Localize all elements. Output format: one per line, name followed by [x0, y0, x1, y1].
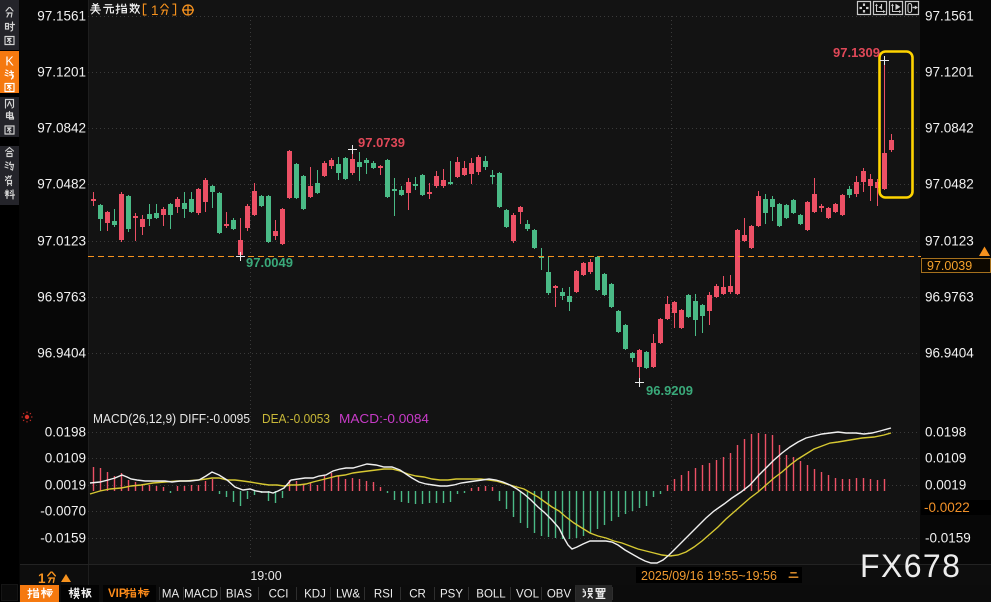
svg-text:1: 1 [38, 571, 46, 586]
svg-text:97.1201: 97.1201 [925, 65, 974, 80]
svg-text:VIP: VIP [108, 588, 127, 600]
svg-text:97.0482: 97.0482 [37, 177, 86, 192]
svg-text:97.0842: 97.0842 [37, 121, 86, 136]
svg-text:FX678: FX678 [860, 548, 961, 584]
svg-text:2025/09/16 19:55~19:56: 2025/09/16 19:55~19:56 [641, 569, 777, 583]
svg-text:CCI: CCI [269, 589, 289, 601]
svg-text:-0.0159: -0.0159 [40, 531, 86, 546]
svg-text:97.0039: 97.0039 [927, 259, 972, 273]
svg-text:0.0109: 0.0109 [45, 451, 86, 466]
svg-text:96.9404: 96.9404 [925, 346, 974, 361]
svg-text:96.9404: 96.9404 [37, 346, 86, 361]
svg-text:LW&: LW& [336, 589, 360, 601]
svg-text:BOLL: BOLL [476, 589, 506, 601]
svg-text:0.0198: 0.0198 [45, 425, 86, 440]
svg-text:97.0049: 97.0049 [246, 255, 293, 270]
svg-text:KDJ: KDJ [304, 589, 326, 601]
svg-text:BIAS: BIAS [226, 589, 253, 601]
svg-text:96.9763: 96.9763 [925, 290, 974, 305]
svg-text:0.0019: 0.0019 [925, 478, 966, 493]
svg-text:97.0482: 97.0482 [925, 177, 974, 192]
svg-text:DEA:-0.0053: DEA:-0.0053 [262, 411, 330, 426]
svg-text:97.1561: 97.1561 [925, 9, 974, 24]
svg-text:VOL: VOL [516, 589, 540, 601]
svg-text:MACD: MACD [184, 589, 218, 601]
svg-text:-0.0159: -0.0159 [925, 531, 971, 546]
svg-text:0.0198: 0.0198 [925, 425, 966, 440]
svg-text:MACD(26,12,9) DIFF:-0.0095: MACD(26,12,9) DIFF:-0.0095 [93, 411, 250, 426]
svg-text:96.9763: 96.9763 [37, 290, 86, 305]
svg-text:97.1201: 97.1201 [37, 65, 86, 80]
svg-text:CR: CR [409, 589, 426, 601]
svg-text:19:00: 19:00 [250, 569, 281, 583]
svg-text:97.0123: 97.0123 [925, 234, 974, 249]
svg-text:97.1561: 97.1561 [37, 9, 86, 24]
svg-text:PSY: PSY [440, 589, 463, 601]
svg-text:97.0739: 97.0739 [358, 135, 405, 150]
svg-text:96.9209: 96.9209 [646, 383, 693, 398]
svg-text:0.0019: 0.0019 [45, 478, 86, 493]
svg-text:MA: MA [162, 589, 180, 601]
svg-text:OBV: OBV [547, 589, 572, 601]
svg-text:RSI: RSI [374, 589, 393, 601]
svg-text:K: K [5, 55, 14, 69]
svg-text:0.0109: 0.0109 [925, 451, 966, 466]
svg-text:97.0123: 97.0123 [37, 234, 86, 249]
svg-text:97.1309: 97.1309 [833, 45, 880, 60]
svg-text:-0.0022: -0.0022 [924, 500, 970, 515]
svg-text:-0.0070: -0.0070 [40, 504, 86, 519]
svg-text:1: 1 [151, 3, 159, 18]
svg-text:MACD:-0.0084: MACD:-0.0084 [339, 411, 429, 426]
svg-text:97.0842: 97.0842 [925, 121, 974, 136]
